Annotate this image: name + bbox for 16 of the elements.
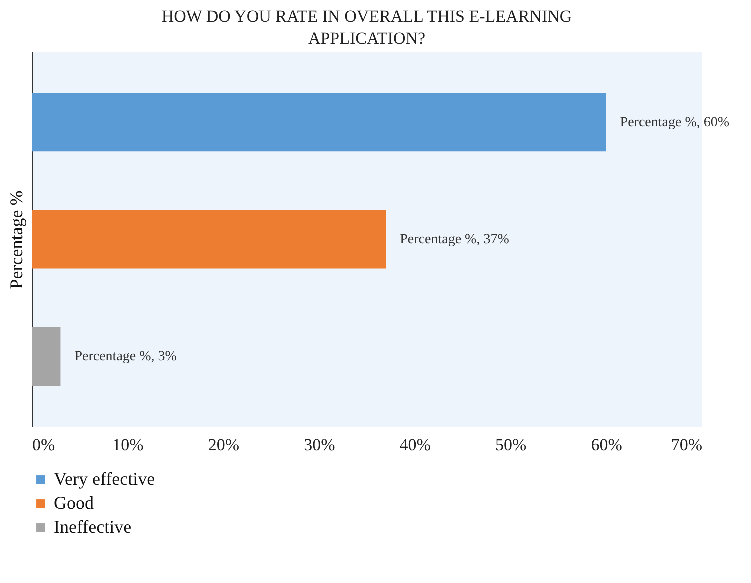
legend-label: Good <box>54 493 94 513</box>
legend-label: Ineffective <box>54 517 132 537</box>
x-tick-label: 10% <box>112 436 144 454</box>
chart-title: HOW DO YOU RATE IN OVERALL THIS E-LEARNING APPLICATION? <box>162 7 572 48</box>
y-axis-title: Percentage % <box>6 190 26 290</box>
data-label: Percentage %, 3% <box>74 350 178 365</box>
x-tick-label: 20% <box>208 436 240 454</box>
data-label: Percentage %, 60% <box>620 115 730 130</box>
x-tick-label: 50% <box>495 436 527 454</box>
x-tick-label: 30% <box>304 436 336 454</box>
legend-label: Very effective <box>54 469 156 489</box>
x-tick-label: 40% <box>400 436 431 454</box>
x-tick-label: 70% <box>671 436 702 454</box>
x-tick-label: 60% <box>591 436 622 454</box>
data-label: Percentage %, 37% <box>400 232 510 248</box>
x-tick-label: 0% <box>32 436 56 454</box>
